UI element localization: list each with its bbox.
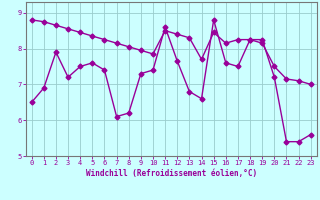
X-axis label: Windchill (Refroidissement éolien,°C): Windchill (Refroidissement éolien,°C) [86, 169, 257, 178]
